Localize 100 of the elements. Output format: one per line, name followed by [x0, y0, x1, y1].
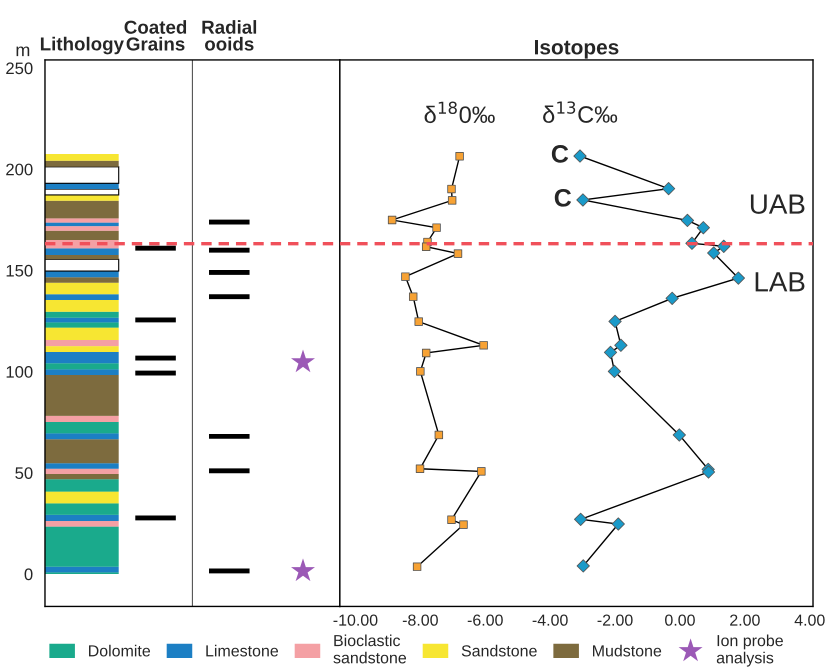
x-tick-label: Coated Grains: [124, 20, 186, 51]
y-tick-label: 100: [6, 366, 33, 378]
bar: [44, 294, 119, 300]
bar: [135, 318, 176, 322]
point: [459, 520, 468, 529]
y-tick-label: 50: [15, 467, 33, 480]
x-tick-label: Lithology: [40, 36, 124, 54]
point: [680, 214, 694, 228]
bar: [44, 363, 119, 370]
legend-label: Bioclastic sandstone: [333, 634, 406, 664]
point: [702, 465, 716, 479]
point: [479, 341, 488, 350]
point: [573, 149, 587, 163]
point: [447, 516, 456, 524]
bar: [44, 255, 119, 260]
bar: [135, 246, 176, 251]
bar: [44, 375, 119, 416]
point: [448, 196, 456, 205]
bar: [44, 300, 119, 312]
bar: [44, 492, 119, 504]
point: [454, 249, 462, 258]
bar: [44, 346, 119, 352]
point: [412, 562, 422, 571]
point: [662, 182, 676, 196]
bar: [44, 479, 119, 492]
legend-label: Sandstone: [462, 644, 537, 656]
point: [422, 348, 430, 358]
annotation: C: [554, 188, 572, 207]
bar: [44, 514, 119, 521]
bar: [44, 318, 119, 322]
bar: [44, 248, 119, 256]
bar: [44, 566, 119, 572]
bar: [209, 294, 250, 300]
bar: [44, 439, 119, 464]
bar: [44, 474, 119, 480]
annotation: LAB: [756, 272, 804, 292]
bar: [44, 218, 119, 223]
point: [414, 317, 423, 326]
point: [608, 364, 622, 378]
point: [455, 152, 464, 160]
bar: [209, 248, 250, 253]
bar: [44, 282, 119, 294]
x-tick-label: 2.00: [730, 614, 760, 626]
bar: [44, 503, 119, 515]
bar: [44, 230, 119, 240]
chart-title: Isotopes: [535, 40, 618, 59]
point: [732, 271, 745, 285]
point: [614, 338, 628, 352]
y-axis-title: m: [16, 46, 30, 56]
bar: [44, 154, 119, 161]
x-tick-label: -6.00: [468, 614, 503, 626]
bar: [44, 322, 119, 328]
point: [608, 314, 622, 328]
point: [401, 272, 410, 281]
bar: [44, 200, 119, 218]
annotation: C: [552, 145, 568, 163]
x-tick-label: -4.00: [532, 614, 568, 626]
y-tick-label: 0: [24, 568, 33, 580]
point: [696, 221, 710, 234]
bar: [209, 568, 250, 574]
point: [576, 193, 590, 207]
bar: [135, 356, 176, 360]
y-tick-label: 250: [6, 62, 33, 74]
bar: [44, 160, 119, 167]
point: [672, 428, 686, 442]
bar: [44, 277, 119, 283]
bar: [44, 194, 119, 201]
point: [388, 216, 396, 224]
y-tick-label: 200: [6, 164, 33, 176]
legend-label: Ion probe analysis: [716, 634, 783, 667]
x-tick-label: 4.00: [794, 614, 825, 626]
bar: [209, 468, 250, 474]
bar: [44, 312, 119, 318]
point: [477, 467, 486, 476]
series-label: δ$^{13}$C‰: [543, 101, 618, 123]
point: [416, 367, 425, 376]
point: [604, 346, 618, 360]
legend-label: Limestone: [206, 644, 278, 656]
point: [707, 246, 720, 260]
bar: [44, 468, 119, 474]
bar: [44, 422, 119, 434]
x-tick-label: -10.00: [334, 614, 378, 626]
bar: [44, 369, 119, 376]
bar: [44, 340, 119, 346]
point: [408, 292, 418, 301]
x-tick-label: -2.00: [598, 614, 633, 626]
bar: [209, 434, 250, 439]
point: [447, 184, 456, 194]
bar: [44, 433, 119, 440]
bar: [44, 352, 119, 364]
bar: [44, 520, 119, 527]
point: [434, 430, 444, 440]
annotation: UAB: [750, 194, 804, 214]
x-tick-label: -8.00: [402, 614, 438, 626]
legend-label: Mudstone: [593, 644, 662, 656]
bar: [209, 270, 250, 275]
bar: [44, 416, 119, 422]
point: [574, 512, 588, 526]
bar: [44, 526, 119, 567]
point: [612, 517, 625, 531]
